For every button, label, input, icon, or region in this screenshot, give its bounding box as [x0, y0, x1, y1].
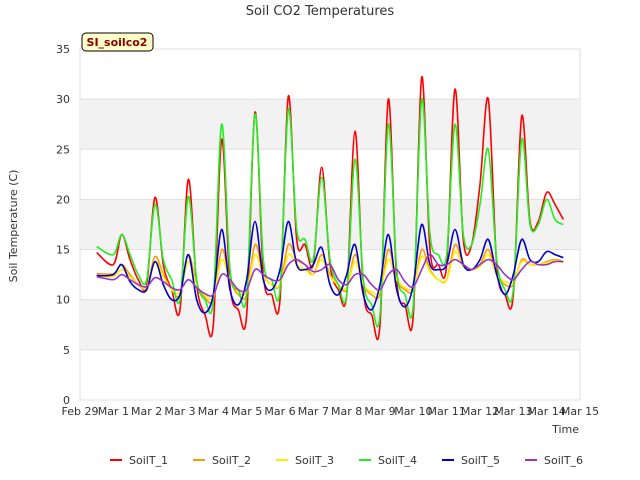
legend-label: SoilT_4: [378, 454, 417, 467]
x-tick-label: Mar 12: [461, 405, 499, 418]
x-tick-label: Mar 14: [528, 405, 566, 418]
legend-label: SoilT_3: [295, 454, 334, 467]
badge-label: SI_soilco2: [87, 36, 148, 49]
y-tick-label: 35: [56, 43, 70, 56]
y-tick-label: 0: [63, 394, 70, 407]
y-axis-label: Soil Temperature (C): [7, 170, 20, 283]
y-tick-label: 5: [63, 344, 70, 357]
y-tick-label: 25: [56, 143, 70, 156]
badge: SI_soilco2: [81, 32, 154, 52]
x-tick-label: Mar 9: [364, 405, 395, 418]
chart-title: Soil CO2 Temperatures: [246, 4, 395, 19]
x-tick-label: Mar 7: [298, 405, 329, 418]
y-tick-label: 10: [56, 294, 70, 307]
x-tick-label: Mar 5: [231, 405, 262, 418]
x-tick-label: Mar 11: [428, 405, 466, 418]
y-tick-label: 15: [56, 244, 70, 257]
grid-bands: [80, 99, 580, 350]
x-tick-label: Mar 2: [131, 405, 162, 418]
x-tick-label: Mar 8: [331, 405, 362, 418]
x-tick-label: Mar 6: [264, 405, 295, 418]
series-line-soilt-1: [96, 76, 564, 341]
legend-label: SoilT_5: [461, 454, 500, 467]
y-tick-label: 30: [56, 93, 70, 106]
x-tick-label: Mar 4: [198, 405, 229, 418]
badge-box: [81, 32, 154, 52]
series-line-soilt-4: [96, 97, 564, 328]
legend: SoilT_1 SoilT_2 SoilT_3 SoilT_4 SoilT_5 SoilT…: [110, 454, 583, 467]
x-tick-label: Mar 10: [394, 405, 432, 418]
x-axis-label: Time: [551, 423, 579, 436]
series-line-soilt-5: [96, 220, 564, 314]
y-tick-label: 20: [56, 193, 70, 206]
series-lines: [96, 76, 564, 341]
x-tick-label: Mar 1: [98, 405, 129, 418]
grid-band: [80, 199, 580, 250]
x-tick-label: Mar 13: [494, 405, 532, 418]
legend-label: SoilT_1: [129, 454, 168, 467]
series-line-soilt-6: [96, 253, 564, 297]
x-tick-labels: Feb 29 Mar 1 Mar 2 Mar 3 Mar 4 Mar 5 Mar 6 Mar …: [62, 405, 600, 418]
grid-band: [80, 299, 580, 350]
legend-label: SoilT_2: [212, 454, 251, 467]
grid-lines: [80, 48, 580, 401]
x-tick-label: Feb 29: [62, 405, 99, 418]
y-tick-labels: 0 5 10 15 20 25 30 35: [56, 43, 70, 407]
grid-band: [80, 99, 580, 150]
legend-label: SoilT_6: [544, 454, 583, 467]
x-tick-label: Mar 15: [561, 405, 599, 418]
x-tick-label: Mar 3: [164, 405, 195, 418]
